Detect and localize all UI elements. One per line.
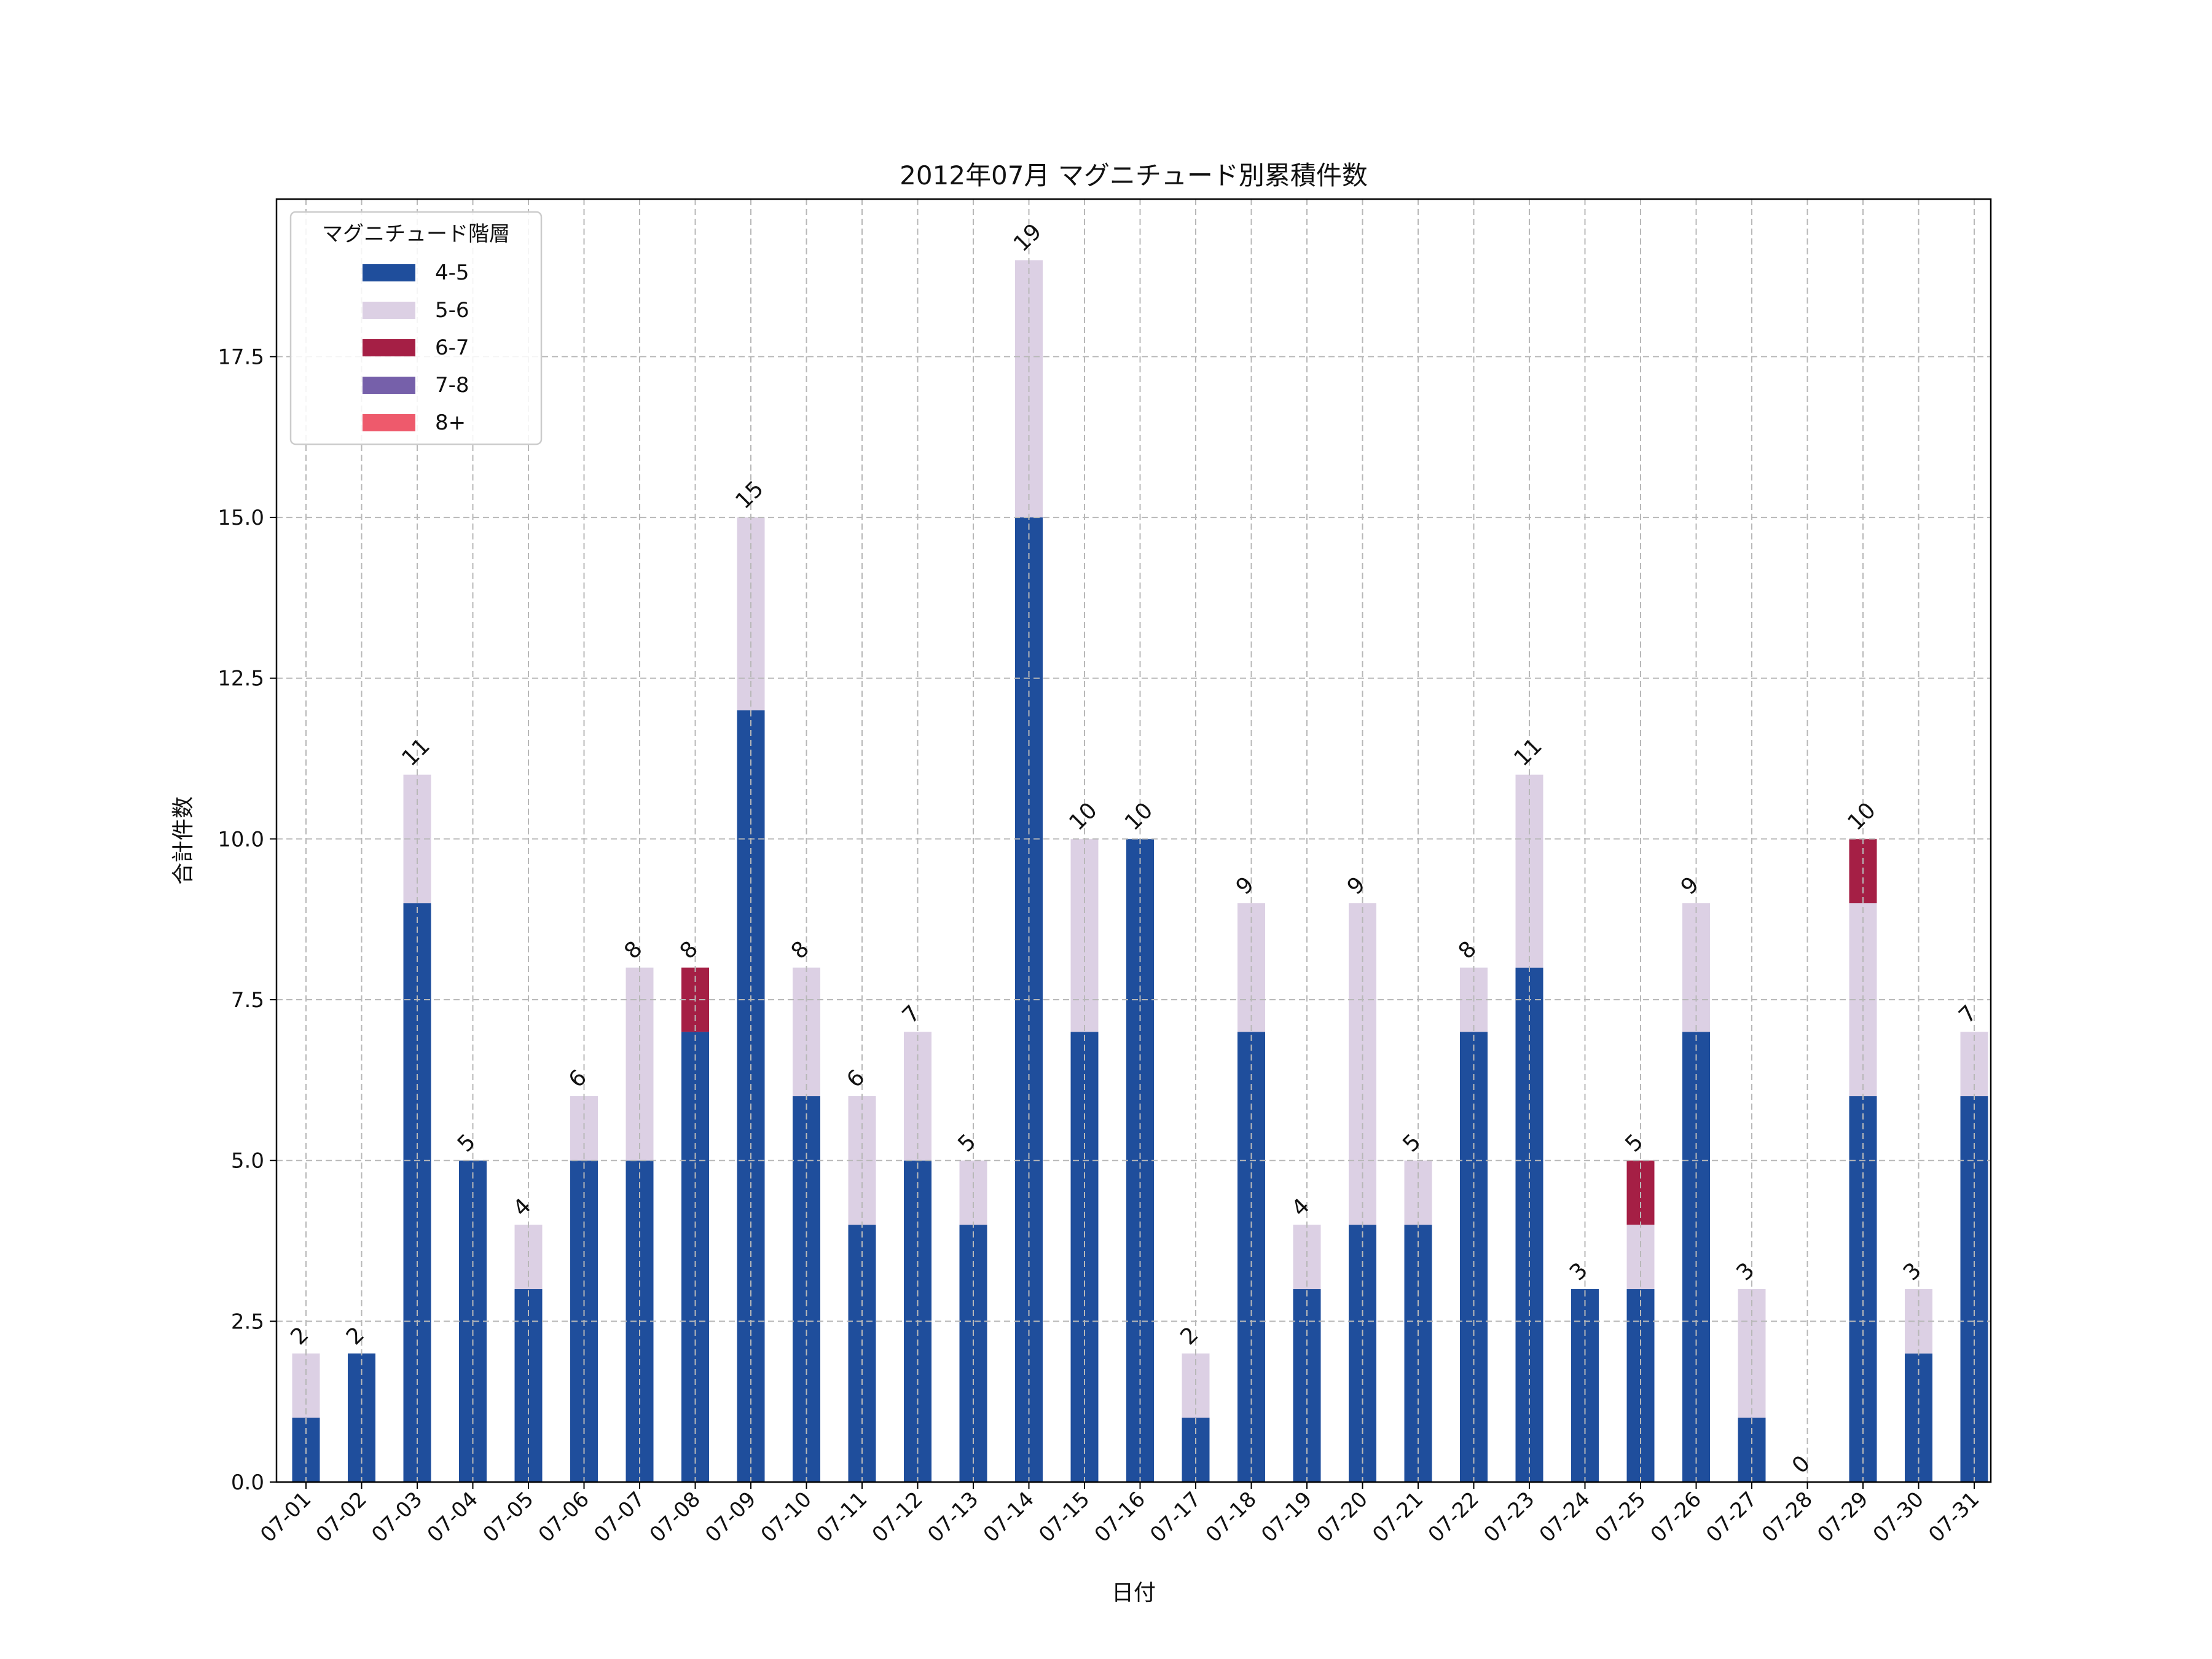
legend-swatch-8+ <box>363 414 415 431</box>
legend-swatch-5-6 <box>363 302 415 319</box>
y-tick-label: 0.0 <box>231 1470 264 1495</box>
bar-4-5-07-10 <box>793 1096 820 1482</box>
legend-swatch-6-7 <box>363 339 415 356</box>
legend-box <box>289 211 543 445</box>
legend-label-4-5: 4-5 <box>435 261 469 285</box>
legend-label-8+: 8+ <box>435 410 466 435</box>
legend-swatch-7-8 <box>363 377 415 394</box>
legend-label-7-8: 7-8 <box>435 373 469 398</box>
y-tick-label: 10.0 <box>218 827 264 852</box>
plot-frame <box>275 198 1992 1483</box>
chart-title: 2012年07月 マグニチュード別累積件数 <box>900 160 1368 190</box>
legend-swatch-4-5 <box>363 264 415 281</box>
y-axis-title: 合計件数 <box>171 796 196 885</box>
y-axis: 0.0 2.5 5.0 7.5 10.0 12.5 15.0 17.5 <box>218 345 276 1495</box>
x-axis-title: 日付 <box>1112 1580 1156 1606</box>
legend-title: マグニチュード階層 <box>322 222 510 246</box>
y-tick-label: 12.5 <box>218 667 264 691</box>
y-tick-label: 7.5 <box>231 988 264 1013</box>
bar-4-5-07-31 <box>1960 1096 1988 1482</box>
y-tick-label: 15.0 <box>218 506 264 530</box>
bar-4-5-07-16 <box>1126 839 1154 1482</box>
y-tick-label: 5.0 <box>231 1149 264 1174</box>
legend: マグニチュード階層 4-5 5-6 6-7 7-8 8+ <box>289 211 543 445</box>
y-tick-label: 2.5 <box>231 1309 264 1334</box>
legend-label-6-7: 6-7 <box>435 335 469 360</box>
legend-label-5-6: 5-6 <box>435 298 469 323</box>
y-tick-label: 17.5 <box>218 345 264 369</box>
